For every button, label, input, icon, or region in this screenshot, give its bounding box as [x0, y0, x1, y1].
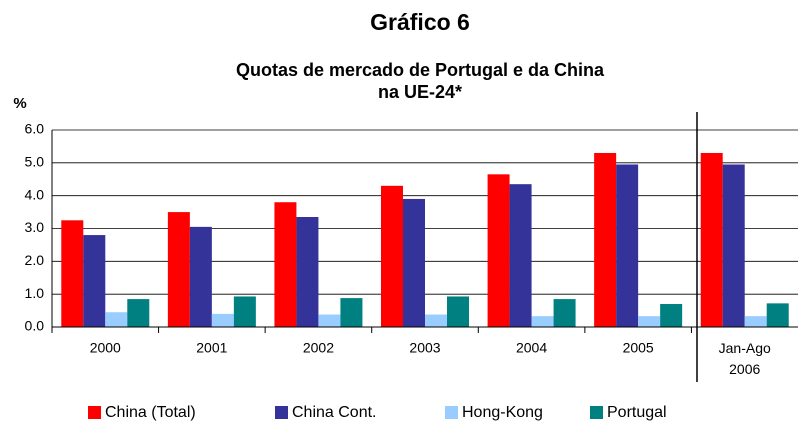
bar	[340, 298, 363, 327]
bar	[531, 316, 554, 327]
bar	[553, 299, 576, 327]
bar	[487, 174, 510, 327]
bar	[83, 235, 106, 327]
legend-label: Portugal	[607, 404, 667, 421]
bar	[616, 164, 639, 327]
bar	[211, 313, 234, 327]
y-axis-label: %	[13, 95, 26, 112]
bar	[594, 152, 617, 327]
x-tick-label: 2000	[90, 340, 121, 356]
bar	[403, 198, 425, 327]
y-tick-label: 2.0	[25, 252, 45, 268]
bar	[447, 296, 469, 327]
bar	[425, 314, 447, 327]
bar	[722, 164, 745, 327]
y-tick-label: 3.0	[25, 219, 45, 235]
x-tick-label: 2004	[516, 340, 547, 356]
bar	[700, 152, 723, 327]
chart-subtitle: Quotas de mercado de Portugal e da China	[236, 60, 605, 80]
x-tick-label: Jan-Ago 2006	[719, 340, 771, 377]
legend-label: China (Total)	[105, 404, 196, 421]
bar	[381, 185, 403, 327]
bar	[296, 217, 319, 327]
bar	[274, 202, 297, 327]
x-tick-label: 2001	[196, 340, 227, 356]
bar	[509, 184, 532, 327]
legend-swatch	[275, 406, 288, 419]
bar	[105, 312, 128, 327]
bar	[127, 299, 150, 327]
legend-label: China Cont.	[292, 404, 377, 421]
bar	[318, 314, 341, 327]
y-tick-label: 6.0	[25, 121, 45, 137]
bar	[189, 226, 212, 327]
y-tick-label: 4.0	[25, 186, 45, 202]
legend-label: Hong-Kong	[462, 404, 543, 421]
bar	[167, 212, 190, 327]
chart-title: Gráfico 6	[370, 9, 470, 35]
bar	[61, 220, 84, 327]
x-tick-label: 2002	[303, 340, 334, 356]
bar	[744, 316, 767, 327]
legend-swatch	[445, 406, 458, 419]
bar	[766, 303, 789, 327]
bar	[638, 316, 661, 327]
legend-swatch	[590, 406, 603, 419]
y-tick-label: 1.0	[25, 285, 45, 301]
y-tick-label: 5.0	[25, 154, 45, 170]
x-tick-label: 2003	[409, 340, 440, 356]
y-tick-label: 0.0	[25, 318, 45, 334]
x-tick-label: 2005	[623, 340, 654, 356]
legend-swatch	[88, 406, 101, 419]
bar	[660, 304, 683, 327]
bar	[233, 296, 256, 327]
chart-subtitle: na UE-24*	[378, 82, 462, 102]
